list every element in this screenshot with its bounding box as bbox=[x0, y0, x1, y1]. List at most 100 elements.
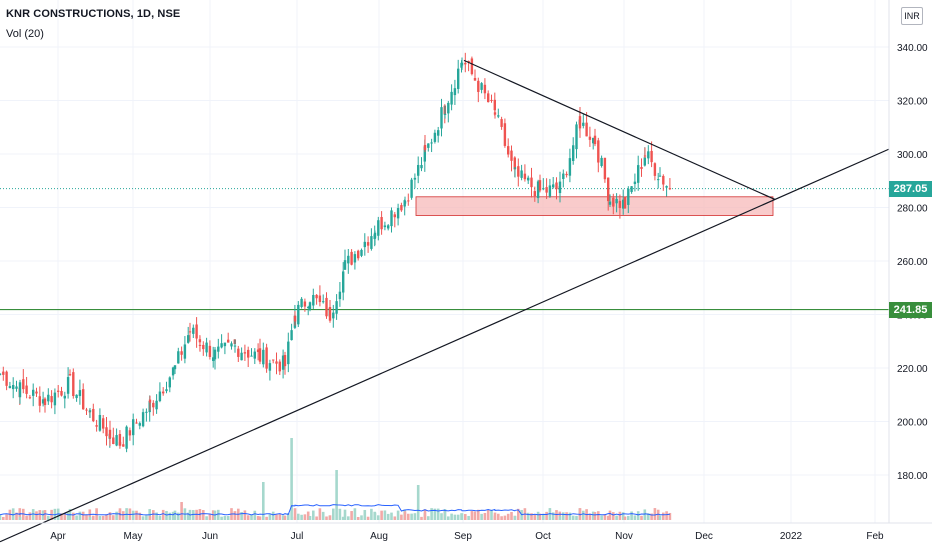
volume-bar bbox=[195, 509, 198, 520]
candle-body bbox=[600, 157, 603, 166]
ascending-trendline[interactable] bbox=[0, 148, 890, 543]
volume-bar bbox=[28, 512, 32, 520]
candle-body bbox=[92, 408, 95, 422]
candle-body bbox=[237, 348, 240, 357]
volume-bar bbox=[555, 510, 558, 520]
volume-bar bbox=[593, 512, 597, 520]
candle-body bbox=[41, 399, 45, 404]
volume-bar bbox=[338, 508, 342, 520]
volume-bar bbox=[486, 509, 490, 520]
volume-bar bbox=[186, 512, 190, 520]
candle-body bbox=[158, 391, 162, 402]
price-axis[interactable]: 180.00200.00220.00240.00260.00280.00300.… bbox=[897, 43, 928, 482]
time-tick-label: Jun bbox=[202, 531, 218, 542]
volume-bars bbox=[0, 438, 672, 520]
volume-bar bbox=[220, 516, 223, 520]
candle-body bbox=[293, 315, 297, 322]
price-tick-label: 280.00 bbox=[897, 204, 928, 215]
candle-body bbox=[585, 122, 588, 137]
volume-bar bbox=[5, 514, 8, 520]
volume-indicator-label[interactable]: Vol (20) bbox=[6, 28, 44, 40]
time-axis[interactable]: Apr May Jun Jul Aug Sep Oct Nov Dec 2022 Feb bbox=[50, 531, 884, 542]
volume-bar bbox=[350, 511, 353, 520]
volume-bar bbox=[600, 515, 603, 520]
candle-body bbox=[315, 294, 318, 299]
candle-body bbox=[668, 188, 672, 190]
candle-body bbox=[303, 301, 307, 307]
volume-bar bbox=[268, 514, 272, 520]
candle-body bbox=[450, 91, 453, 105]
volume-bar bbox=[396, 510, 400, 520]
descending-trendline[interactable] bbox=[463, 59, 776, 201]
volume-bar bbox=[370, 508, 373, 520]
volume-bar bbox=[551, 512, 555, 520]
candle-body bbox=[350, 251, 353, 265]
candle-body bbox=[162, 391, 165, 394]
candle-body bbox=[536, 181, 540, 199]
volume-bar bbox=[115, 511, 118, 520]
candle-body bbox=[53, 392, 57, 406]
volume-bar bbox=[608, 510, 612, 520]
candle-body bbox=[575, 124, 578, 150]
volume-bar bbox=[205, 516, 208, 520]
volume-bar bbox=[135, 510, 138, 520]
candle-body bbox=[132, 419, 135, 436]
candle-body bbox=[493, 99, 496, 111]
volume-bar bbox=[588, 513, 592, 520]
candle-body bbox=[173, 365, 177, 370]
candle-body bbox=[213, 349, 217, 360]
candle-body bbox=[464, 62, 467, 65]
volume-bar bbox=[233, 511, 237, 520]
candle-body bbox=[63, 395, 66, 399]
support-zone[interactable] bbox=[415, 196, 774, 216]
volume-bar bbox=[363, 509, 367, 520]
candle-body bbox=[633, 181, 637, 185]
volume-bar bbox=[603, 514, 607, 520]
candle-body bbox=[370, 236, 373, 249]
time-tick-label: 2022 bbox=[780, 531, 803, 542]
candle-body bbox=[430, 142, 433, 144]
volume-bar bbox=[253, 510, 257, 520]
volume-bar bbox=[78, 511, 82, 520]
volume-bar bbox=[647, 513, 650, 520]
volume-bar bbox=[243, 510, 247, 520]
candle-body bbox=[43, 398, 47, 406]
candle-body bbox=[640, 167, 643, 169]
volume-bar bbox=[256, 516, 260, 520]
volume-bar bbox=[464, 514, 467, 520]
volume-bar bbox=[281, 515, 285, 520]
chart-title: KNR CONSTRUCTIONS, 1D, NSE bbox=[6, 8, 181, 20]
volume-bar bbox=[447, 516, 450, 520]
candle-body bbox=[480, 83, 483, 90]
volume-bar bbox=[473, 511, 477, 520]
volume-bar bbox=[656, 509, 660, 520]
candle-body bbox=[607, 177, 610, 202]
candle-body bbox=[647, 151, 650, 159]
candle-body bbox=[122, 444, 125, 447]
volume-bar bbox=[636, 511, 640, 520]
volume-bar bbox=[400, 514, 403, 520]
volume-bar bbox=[410, 513, 413, 520]
volume-bar bbox=[413, 513, 417, 520]
candle-body bbox=[658, 175, 662, 177]
currency-button[interactable]: INR bbox=[901, 7, 923, 25]
candle-body bbox=[283, 355, 287, 367]
candle-body bbox=[396, 208, 400, 219]
volume-bar bbox=[477, 509, 480, 520]
volume-bar bbox=[258, 516, 262, 520]
candle-body bbox=[95, 425, 98, 427]
candle-body bbox=[403, 201, 407, 204]
candle-body bbox=[217, 346, 220, 352]
volume-bar bbox=[81, 511, 85, 520]
candle-body bbox=[233, 345, 237, 347]
candle-body bbox=[125, 426, 128, 449]
candle-body bbox=[393, 214, 396, 218]
candle-body bbox=[138, 423, 141, 426]
candle-body bbox=[467, 60, 470, 63]
candle-body bbox=[407, 200, 410, 202]
volume-bar bbox=[597, 511, 600, 520]
volume-bar bbox=[373, 512, 377, 520]
volume-bar bbox=[440, 513, 443, 520]
volume-bar bbox=[497, 513, 500, 520]
